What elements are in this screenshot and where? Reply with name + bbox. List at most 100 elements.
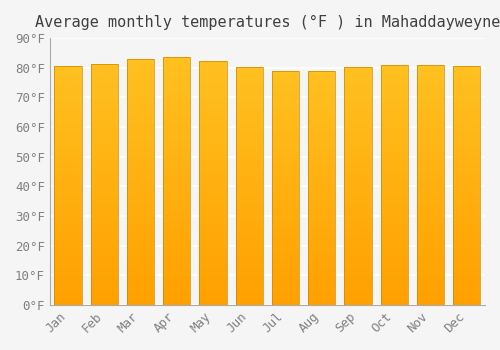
Bar: [308, 211, 336, 216]
Bar: [417, 177, 444, 181]
Bar: [417, 189, 444, 193]
Bar: [54, 122, 82, 126]
Bar: [163, 264, 190, 268]
Bar: [417, 241, 444, 245]
Bar: [236, 154, 263, 158]
Bar: [200, 163, 226, 167]
Bar: [127, 272, 154, 276]
Bar: [344, 202, 372, 206]
Bar: [454, 150, 480, 154]
Bar: [380, 137, 408, 141]
Bar: [54, 70, 82, 74]
Bar: [308, 114, 336, 118]
Bar: [163, 210, 190, 214]
Bar: [236, 150, 263, 154]
Bar: [417, 165, 444, 169]
Bar: [417, 89, 444, 93]
Bar: [272, 114, 299, 118]
Bar: [236, 289, 263, 293]
Bar: [308, 247, 336, 251]
Bar: [380, 225, 408, 229]
Bar: [308, 188, 336, 192]
Bar: [454, 146, 480, 150]
Bar: [200, 203, 226, 208]
Bar: [308, 87, 336, 91]
Bar: [344, 238, 372, 241]
Bar: [163, 197, 190, 202]
Bar: [380, 133, 408, 137]
Bar: [90, 173, 118, 176]
Bar: [380, 105, 408, 108]
Bar: [344, 261, 372, 265]
Bar: [417, 161, 444, 165]
Bar: [90, 68, 118, 72]
Bar: [272, 118, 299, 122]
Bar: [54, 217, 82, 222]
Bar: [308, 83, 336, 87]
Bar: [344, 98, 372, 102]
Bar: [344, 146, 372, 150]
Bar: [163, 276, 190, 280]
Bar: [163, 226, 190, 231]
Bar: [200, 94, 226, 98]
Bar: [417, 205, 444, 209]
Bar: [236, 293, 263, 297]
Bar: [127, 301, 154, 305]
Bar: [200, 175, 226, 179]
Bar: [380, 265, 408, 269]
Bar: [200, 289, 226, 293]
Title: Average monthly temperatures (°F ) in Mahaddayweyne: Average monthly temperatures (°F ) in Ma…: [34, 15, 500, 30]
Bar: [127, 211, 154, 215]
Bar: [200, 90, 226, 94]
Bar: [272, 126, 299, 130]
Bar: [417, 125, 444, 129]
Bar: [54, 150, 82, 154]
Bar: [200, 232, 226, 236]
Bar: [163, 127, 190, 131]
Bar: [380, 77, 408, 81]
Bar: [344, 158, 372, 162]
Bar: [417, 173, 444, 177]
Bar: [236, 146, 263, 150]
Bar: [272, 219, 299, 223]
Bar: [380, 108, 408, 113]
Bar: [272, 196, 299, 200]
Bar: [90, 92, 118, 96]
Bar: [272, 270, 299, 274]
Bar: [200, 273, 226, 277]
Bar: [200, 155, 226, 159]
Bar: [417, 93, 444, 97]
Bar: [454, 130, 480, 134]
Bar: [200, 208, 226, 212]
Bar: [272, 204, 299, 208]
Bar: [454, 118, 480, 122]
Bar: [380, 273, 408, 277]
Bar: [127, 268, 154, 272]
Bar: [454, 126, 480, 130]
Bar: [90, 132, 118, 136]
Bar: [54, 66, 82, 70]
Bar: [344, 71, 372, 75]
Bar: [236, 230, 263, 233]
Bar: [417, 225, 444, 229]
Bar: [272, 122, 299, 126]
Bar: [163, 256, 190, 259]
Bar: [236, 210, 263, 214]
Bar: [344, 126, 372, 130]
Bar: [90, 220, 118, 225]
Bar: [54, 293, 82, 297]
Bar: [236, 110, 263, 114]
Bar: [236, 214, 263, 218]
Bar: [54, 110, 82, 114]
Bar: [308, 239, 336, 243]
Bar: [380, 201, 408, 205]
Bar: [380, 121, 408, 125]
Bar: [236, 66, 263, 71]
Bar: [127, 83, 154, 88]
Bar: [272, 173, 299, 176]
Bar: [200, 276, 226, 281]
Bar: [380, 149, 408, 153]
Bar: [54, 82, 82, 86]
Bar: [127, 235, 154, 239]
Bar: [272, 134, 299, 138]
